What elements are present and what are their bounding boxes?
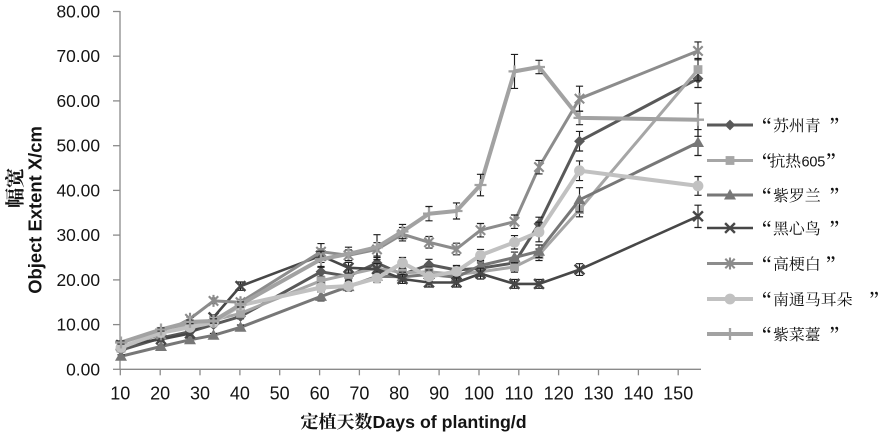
- svg-text:40.00: 40.00: [56, 180, 100, 200]
- svg-text:60.00: 60.00: [56, 91, 100, 111]
- svg-text:5: 5: [817, 155, 825, 171]
- svg-text:20.00: 20.00: [56, 270, 100, 290]
- svg-text:130: 130: [583, 384, 613, 404]
- svg-text:10.00: 10.00: [56, 315, 100, 335]
- svg-text:Days of planting/d: Days of planting/d: [373, 412, 527, 432]
- svg-text:40: 40: [230, 384, 250, 404]
- svg-text:120: 120: [544, 384, 574, 404]
- svg-text:140: 140: [623, 384, 653, 404]
- svg-text:0: 0: [809, 155, 817, 171]
- svg-text:100: 100: [464, 384, 494, 404]
- svg-text:6: 6: [802, 155, 810, 171]
- svg-text:150: 150: [663, 384, 693, 404]
- svg-text:60: 60: [310, 384, 330, 404]
- svg-text:80.00: 80.00: [56, 2, 100, 22]
- svg-text:Object Extent X/cm: Object Extent X/cm: [25, 126, 46, 294]
- svg-text:50: 50: [270, 384, 290, 404]
- svg-text:70: 70: [349, 384, 369, 404]
- svg-text:80: 80: [389, 384, 409, 404]
- svg-text:30.00: 30.00: [56, 225, 100, 245]
- svg-text:110: 110: [504, 384, 533, 404]
- svg-text:90: 90: [429, 384, 449, 404]
- svg-text:20: 20: [150, 384, 170, 404]
- svg-text:70.00: 70.00: [56, 46, 100, 66]
- svg-text:30: 30: [190, 384, 210, 404]
- svg-text:0.00: 0.00: [66, 359, 100, 379]
- svg-text:50.00: 50.00: [56, 136, 100, 156]
- svg-text:10: 10: [110, 384, 130, 404]
